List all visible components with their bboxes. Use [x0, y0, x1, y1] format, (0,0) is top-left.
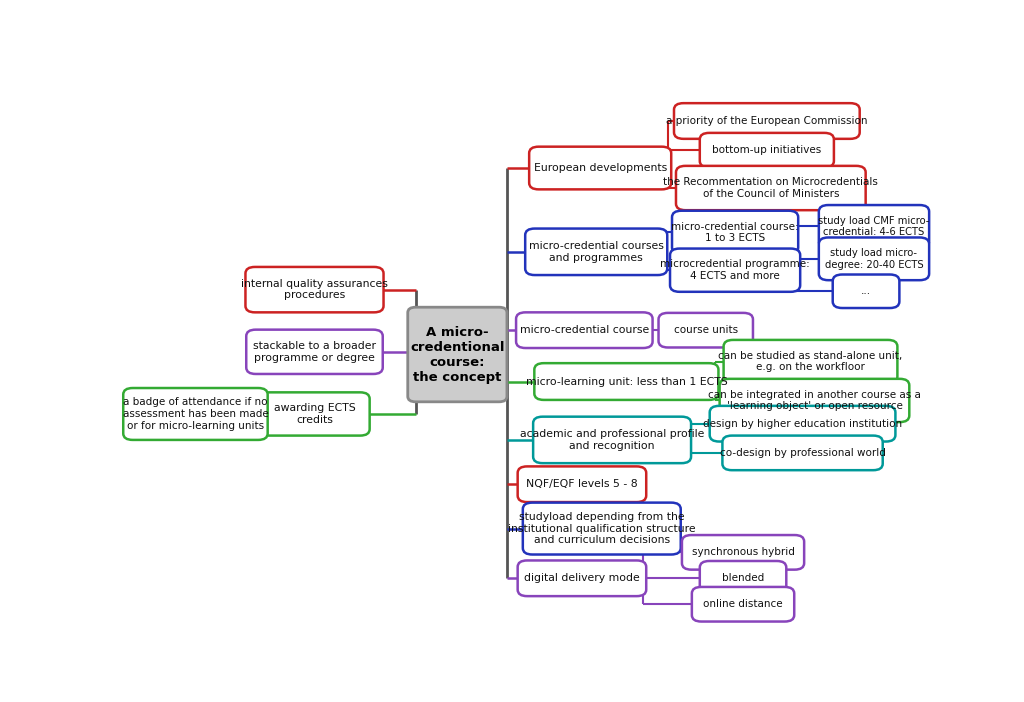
FancyBboxPatch shape	[833, 274, 899, 308]
FancyBboxPatch shape	[518, 560, 646, 596]
FancyBboxPatch shape	[699, 561, 786, 595]
Text: a badge of attendance if no
assessment has been made
or for micro-learning units: a badge of attendance if no assessment h…	[123, 397, 268, 430]
FancyBboxPatch shape	[819, 237, 929, 280]
Text: online distance: online distance	[703, 600, 783, 609]
FancyBboxPatch shape	[692, 587, 795, 621]
Text: micro-learning unit: less than 1 ECTS: micro-learning unit: less than 1 ECTS	[525, 376, 727, 387]
Text: microcredential programme:
4 ECTS and more: microcredential programme: 4 ECTS and mo…	[660, 259, 810, 281]
Text: internal quality assurances
procedures: internal quality assurances procedures	[241, 279, 388, 300]
FancyBboxPatch shape	[408, 307, 507, 402]
Text: micro-credential course: micro-credential course	[520, 325, 649, 335]
FancyBboxPatch shape	[529, 147, 671, 190]
Text: can be studied as stand-alone unit,
e.g. on the workfloor: can be studied as stand-alone unit, e.g.…	[719, 351, 902, 372]
FancyBboxPatch shape	[658, 313, 753, 347]
Text: a priority of the European Commission: a priority of the European Commission	[666, 116, 867, 126]
Text: bottom-up initiatives: bottom-up initiatives	[713, 145, 821, 155]
Text: can be integrated in another course as a
'learning object' or open resource: can be integrated in another course as a…	[708, 390, 921, 411]
FancyBboxPatch shape	[525, 229, 668, 275]
FancyBboxPatch shape	[722, 435, 883, 470]
Text: ...: ...	[861, 286, 871, 296]
Text: blended: blended	[722, 574, 764, 583]
FancyBboxPatch shape	[535, 363, 719, 400]
FancyBboxPatch shape	[534, 417, 691, 463]
Text: stackable to a broader
programme or degree: stackable to a broader programme or degr…	[253, 341, 376, 363]
FancyBboxPatch shape	[246, 330, 383, 374]
FancyBboxPatch shape	[518, 466, 646, 502]
Text: the Recommentation on Microcredentials
of the Council of Ministers: the Recommentation on Microcredentials o…	[664, 177, 879, 199]
FancyBboxPatch shape	[672, 211, 798, 254]
Text: A micro-
credentional
course:
the concept: A micro- credentional course: the concep…	[410, 326, 505, 383]
Text: micro-credential courses
and programmes: micro-credential courses and programmes	[528, 241, 664, 263]
FancyBboxPatch shape	[699, 133, 834, 168]
Text: synchronous hybrid: synchronous hybrid	[691, 548, 795, 557]
Text: European developments: European developments	[534, 163, 667, 173]
FancyBboxPatch shape	[670, 249, 800, 292]
FancyBboxPatch shape	[676, 166, 865, 210]
FancyBboxPatch shape	[516, 312, 652, 348]
FancyBboxPatch shape	[819, 205, 929, 248]
Text: co-design by professional world: co-design by professional world	[720, 448, 886, 458]
Text: course units: course units	[674, 325, 738, 335]
FancyBboxPatch shape	[523, 503, 681, 555]
Text: study load micro-
degree: 20-40 ECTS: study load micro- degree: 20-40 ECTS	[824, 248, 924, 270]
Text: digital delivery mode: digital delivery mode	[524, 574, 640, 583]
Text: micro-credential course:
1 to 3 ECTS: micro-credential course: 1 to 3 ECTS	[672, 222, 799, 243]
FancyBboxPatch shape	[720, 379, 909, 422]
FancyBboxPatch shape	[710, 406, 895, 442]
FancyBboxPatch shape	[259, 392, 370, 435]
Text: study load CMF micro-
credential: 4-6 ECTS: study load CMF micro- credential: 4-6 EC…	[818, 216, 930, 237]
Text: NQF/EQF levels 5 - 8: NQF/EQF levels 5 - 8	[526, 479, 638, 489]
Text: design by higher education institution: design by higher education institution	[703, 418, 902, 429]
FancyBboxPatch shape	[724, 340, 897, 383]
FancyBboxPatch shape	[682, 535, 804, 569]
Text: studyload depending from the
institutional qualification structure
and curriculu: studyload depending from the institution…	[508, 512, 695, 545]
FancyBboxPatch shape	[674, 103, 860, 139]
FancyBboxPatch shape	[246, 267, 384, 312]
Text: awarding ECTS
credits: awarding ECTS credits	[273, 403, 355, 425]
FancyBboxPatch shape	[123, 388, 267, 440]
Text: academic and professional profile
and recognition: academic and professional profile and re…	[520, 429, 705, 451]
